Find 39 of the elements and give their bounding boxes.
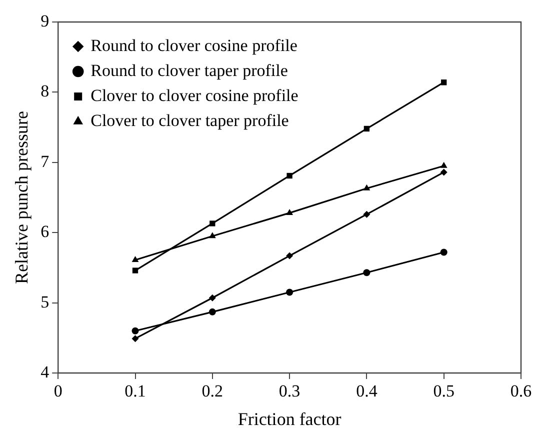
point [286,288,294,296]
x-tick-label: 0.6 [510,382,532,401]
point [363,210,370,218]
y-tick-label: 4 [40,362,50,382]
point [440,248,448,256]
y-tick-label: 7 [40,152,50,171]
x-tick-label: 0.2 [202,382,224,401]
point [286,172,292,179]
point [132,335,139,342]
point [132,268,138,274]
x-axis-title: Friction factor [238,408,342,429]
point [286,208,294,215]
point [441,80,447,86]
point [440,168,448,176]
y-tick-label: 9 [40,11,50,30]
y-tick-label: 5 [40,292,50,312]
point [363,184,370,190]
point [440,162,448,168]
y-tick-label: 6 [40,222,50,242]
legend-label: Clover to clover cosine profile [90,86,298,105]
x-tick-label: 0.4 [356,382,378,401]
y-tick-label: 8 [40,82,50,101]
x-tick-label: 0 [54,382,62,401]
y-axis-title: Relative punch pressure [12,111,32,284]
point [132,256,139,262]
point [363,269,370,276]
point [210,220,216,226]
point [208,232,216,238]
legend-label: Round to clover cosine profile [90,36,298,55]
point [208,294,216,302]
legend-label: Clover to clover taper profile [90,110,289,130]
point [286,252,294,260]
x-tick-label: 0.3 [278,382,300,401]
point [208,308,216,316]
x-tick-label: 0.1 [124,382,146,401]
legend-label: Round to clover taper profile [90,60,288,80]
point [364,126,370,132]
x-tick-label: 0.5 [433,382,454,401]
point [132,327,139,334]
